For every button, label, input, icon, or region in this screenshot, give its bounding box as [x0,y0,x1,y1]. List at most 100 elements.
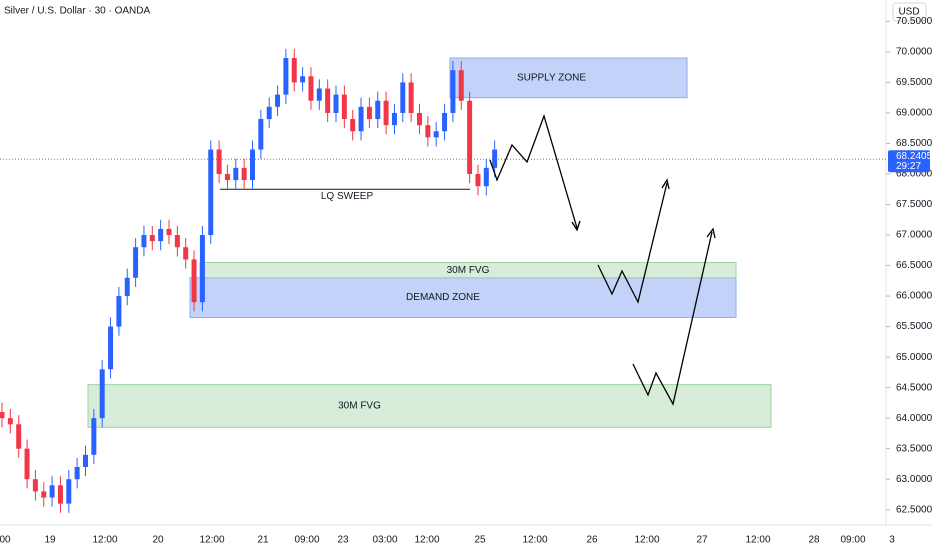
price-tag-countdown: 29:27 [896,161,921,172]
candle-body [124,277,130,297]
candle-body [24,448,30,480]
candle-body [450,70,456,113]
x-tick-label: 09:00 [840,535,865,546]
candle-body [208,149,214,236]
sweep-label: LQ SWEEP [321,191,374,202]
candle-body [32,479,38,492]
candle-body [108,326,114,370]
zone [449,57,688,99]
candle-body [467,100,473,174]
candle-body [74,467,80,480]
candle-body [375,100,381,120]
projection-path [632,231,713,406]
candle-body [358,106,364,132]
candle-body [66,479,72,504]
x-tick-label: 12:00 [199,535,224,546]
zone-label: DEMAND ZONE [406,292,480,303]
candle-body [425,125,431,138]
candle-body [266,106,272,120]
candle-body [433,131,439,138]
candle-body [383,100,389,126]
x-tick-label: 12:00 [745,535,770,546]
candle-body [191,259,197,303]
candle-body [350,119,356,132]
candle-body [166,228,172,236]
candle-body [183,247,189,260]
arrow-head [571,220,581,232]
candle-body [0,412,5,419]
candle-body [149,235,155,242]
candle-body [233,167,239,181]
price-tag [888,150,930,173]
x-tick-label: 3 [889,535,895,546]
zone-label: 30M FVG [447,265,490,276]
x-tick-label: 12:00 [92,535,117,546]
x-tick-label: 20 [152,535,164,546]
arrow-head [706,227,716,239]
candle-body [316,88,322,101]
candle-body [283,57,289,95]
zone-label: 30M FVG [338,401,381,412]
candle-body [333,94,339,113]
x-tick-label: 12:00 [522,535,547,546]
candle-body [7,418,13,425]
candle-body [49,485,55,498]
candle-body [258,119,264,150]
candle-body [216,149,222,174]
x-tick-label: 19 [44,535,56,546]
candle-body [400,82,406,113]
candle-body [458,70,464,101]
x-tick-label: 25 [474,535,486,546]
zone [189,277,737,318]
x-tick-label: 21 [257,535,269,546]
x-tick-label: 23 [337,535,349,546]
candle-body [483,167,489,187]
zone [87,384,772,428]
projection-arrows [489,113,716,406]
candle-body [174,235,180,248]
candle-body [41,491,47,498]
currency[interactable]: USD [898,7,919,18]
x-tick-label: 00 [0,535,11,546]
x-tick-label: 28 [808,535,820,546]
x-tick-label: 09:00 [294,535,319,546]
candle-body [224,173,230,181]
candle-body [366,106,372,120]
candle-body [241,167,247,181]
candle-body [475,173,481,187]
candle-body [291,57,297,83]
candle-body [133,247,139,278]
x-tick-label: 12:00 [634,535,659,546]
candle-body [300,76,306,83]
candle-body [417,112,422,126]
currency-box[interactable] [892,2,927,22]
candle-body [408,82,414,113]
candle-body [116,296,122,327]
candle-body [91,418,97,455]
projection-path [597,182,668,304]
candle-body [99,369,105,419]
x-tick-label: 27 [696,535,708,546]
x-tick-label: 26 [586,535,598,546]
candle-body [308,76,314,101]
chart-title: Silver / U.S. Dollar · 30 · OANDA [4,6,150,17]
candle-body [16,424,22,449]
zone-label: SUPPLY ZONE [517,72,586,83]
candle-body [442,112,448,132]
